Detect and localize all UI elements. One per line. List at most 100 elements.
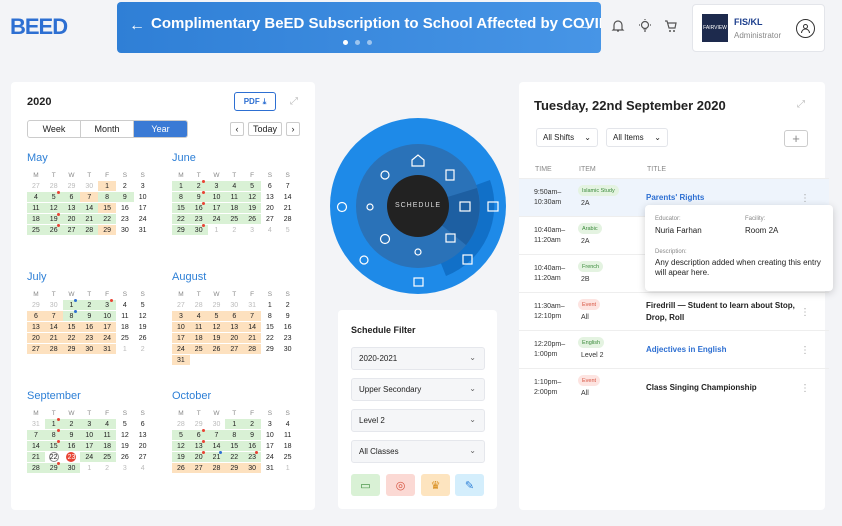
calendar-day[interactable]: 10 [207, 192, 226, 202]
entry-title[interactable]: Adjectives in English [646, 345, 727, 354]
calendar-day[interactable]: 25 [120, 334, 129, 342]
calendar-day[interactable]: 7 [207, 430, 226, 440]
calendar-day[interactable]: 2 [105, 464, 110, 472]
calendar-day[interactable]: 8 [98, 192, 116, 202]
calendar-day[interactable]: 15 [98, 203, 116, 213]
calendar-day[interactable]: 8 [267, 312, 272, 320]
entry-title[interactable]: Parents' Rights [646, 193, 705, 202]
more-options-icon[interactable]: ⋯ [799, 193, 810, 203]
view-switcher[interactable]: Week Month Year [27, 120, 188, 138]
next-button[interactable]: › [286, 122, 300, 136]
calendar-day[interactable]: 1 [172, 181, 190, 191]
pdf-button[interactable]: PDF ⤓ [234, 92, 276, 111]
calendar-day[interactable]: 6 [62, 192, 81, 202]
calendar-day[interactable]: 1 [285, 464, 290, 472]
calendar-day[interactable]: 20 [189, 451, 208, 462]
calendar-day[interactable]: 2 [243, 419, 261, 429]
calendar-day[interactable]: 3 [250, 226, 255, 234]
calendar-day[interactable]: 19 [44, 213, 63, 224]
calendar-day[interactable]: 17 [172, 333, 190, 343]
calendar-day[interactable]: 15 [225, 441, 244, 451]
view-month-button[interactable]: Month [81, 121, 134, 137]
calendar-day[interactable]: 27 [138, 453, 147, 461]
calendar-day[interactable]: 1 [267, 301, 272, 309]
shift-dropdown[interactable]: All Shifts ⌄ [536, 128, 598, 147]
calendar-day[interactable]: 13 [189, 440, 208, 451]
calendar-day[interactable]: 29 [67, 182, 76, 190]
calendar-day[interactable]: 9 [285, 312, 290, 320]
calendar-day[interactable]: 12 [120, 431, 129, 439]
calendar-day[interactable]: 16 [80, 322, 99, 332]
calendar-day[interactable]: 5 [243, 181, 261, 191]
calendar-day[interactable]: 23 [66, 452, 77, 462]
calendar-day[interactable]: 25 [189, 344, 208, 354]
calendar-day[interactable]: 22 [62, 333, 81, 343]
year-select[interactable]: 2020-2021 ⌄ [351, 347, 485, 370]
calendar-day[interactable]: 30 [283, 345, 292, 353]
expand-icon[interactable]: ⤢ [797, 99, 805, 110]
more-options-icon[interactable]: ⋯ [799, 307, 810, 317]
calendar-day[interactable]: 7 [243, 311, 261, 321]
calendar-day[interactable]: 20 [62, 214, 81, 224]
calendar-day[interactable]: 6 [27, 311, 45, 321]
calendar-day[interactable]: 30 [230, 301, 239, 309]
calendar-day[interactable]: 5 [44, 191, 63, 202]
view-week-button[interactable]: Week [28, 121, 81, 137]
calendar-day[interactable]: 5 [172, 430, 190, 440]
calendar-day[interactable]: 11 [121, 312, 129, 320]
edit-filter-button[interactable]: ✎ [455, 474, 484, 496]
calendar-day[interactable]: 10 [98, 311, 116, 321]
calendar-day[interactable]: 24 [265, 453, 274, 461]
calendar-day[interactable]: 4 [225, 181, 244, 191]
calendar-day[interactable]: 16 [243, 441, 261, 451]
calendar-day[interactable]: 27 [189, 463, 208, 473]
calendar-day[interactable]: 23 [120, 215, 129, 223]
announcement-banner[interactable]: ← Complimentary BeED Subscription to Sch… [117, 2, 601, 53]
calendar-day[interactable]: 23 [80, 333, 99, 343]
calendar-day[interactable]: 6 [267, 182, 272, 190]
calendar-day[interactable]: 26 [44, 224, 63, 235]
calendar-day[interactable]: 25 [225, 214, 244, 224]
calendar-day[interactable]: 1 [214, 226, 219, 234]
calendar-day[interactable]: 27 [177, 301, 185, 309]
view-year-button[interactable]: Year [134, 121, 187, 137]
more-options-icon[interactable]: ⋯ [799, 345, 810, 355]
calendar-day[interactable]: 9 [62, 430, 81, 440]
calendar-day[interactable]: 3 [267, 420, 272, 428]
calendar-day[interactable]: 7 [44, 311, 63, 321]
calendar-day[interactable]: 10 [172, 322, 190, 332]
calendar-day[interactable]: 8 [172, 192, 190, 202]
calendar-day[interactable]: 31 [172, 355, 190, 365]
calendar-day[interactable]: 14 [207, 441, 226, 451]
calendar-day[interactable]: 6 [140, 420, 145, 428]
calendar-day[interactable]: 18 [98, 441, 116, 451]
calendar-day[interactable]: 19 [243, 203, 261, 213]
calendar-day[interactable]: 18 [225, 203, 244, 213]
calendar-day[interactable]: 19 [138, 323, 147, 331]
calendar-day[interactable]: 28 [194, 301, 203, 309]
calendar-day[interactable]: 10 [80, 430, 99, 440]
calendar-day[interactable]: 4 [189, 311, 208, 321]
calendar-day[interactable]: 12 [172, 441, 190, 451]
calendar-day[interactable]: 3 [172, 311, 190, 321]
items-dropdown[interactable]: All Items ⌄ [606, 128, 668, 147]
user-avatar-icon[interactable] [796, 19, 815, 38]
calendar-day[interactable]: 23 [283, 334, 292, 342]
calendar-day[interactable]: 6 [189, 429, 208, 440]
calendar-day[interactable]: 11 [189, 322, 208, 332]
calendar-day[interactable]: 7 [80, 192, 99, 202]
calendar-day[interactable]: 27 [27, 344, 45, 354]
schedule-row[interactable]: 1:10pm– 2:00pm Event All Class Singing Champ… [519, 368, 829, 406]
calendar-day[interactable]: 2 [122, 182, 127, 190]
calendar-day[interactable]: 21 [44, 333, 63, 343]
calendar-day[interactable]: 10 [265, 431, 274, 439]
calendar-day[interactable]: 28 [283, 215, 292, 223]
cart-icon[interactable] [663, 18, 679, 34]
calendar-day[interactable]: 17 [207, 203, 226, 213]
bell-icon[interactable] [610, 18, 626, 34]
calendar-day[interactable]: 27 [225, 344, 244, 354]
calendar-day[interactable]: 1 [98, 181, 116, 191]
calendar-day[interactable]: 29 [62, 344, 81, 354]
calendar-day[interactable]: 12 [138, 312, 147, 320]
calendar-day[interactable]: 18 [283, 442, 292, 450]
